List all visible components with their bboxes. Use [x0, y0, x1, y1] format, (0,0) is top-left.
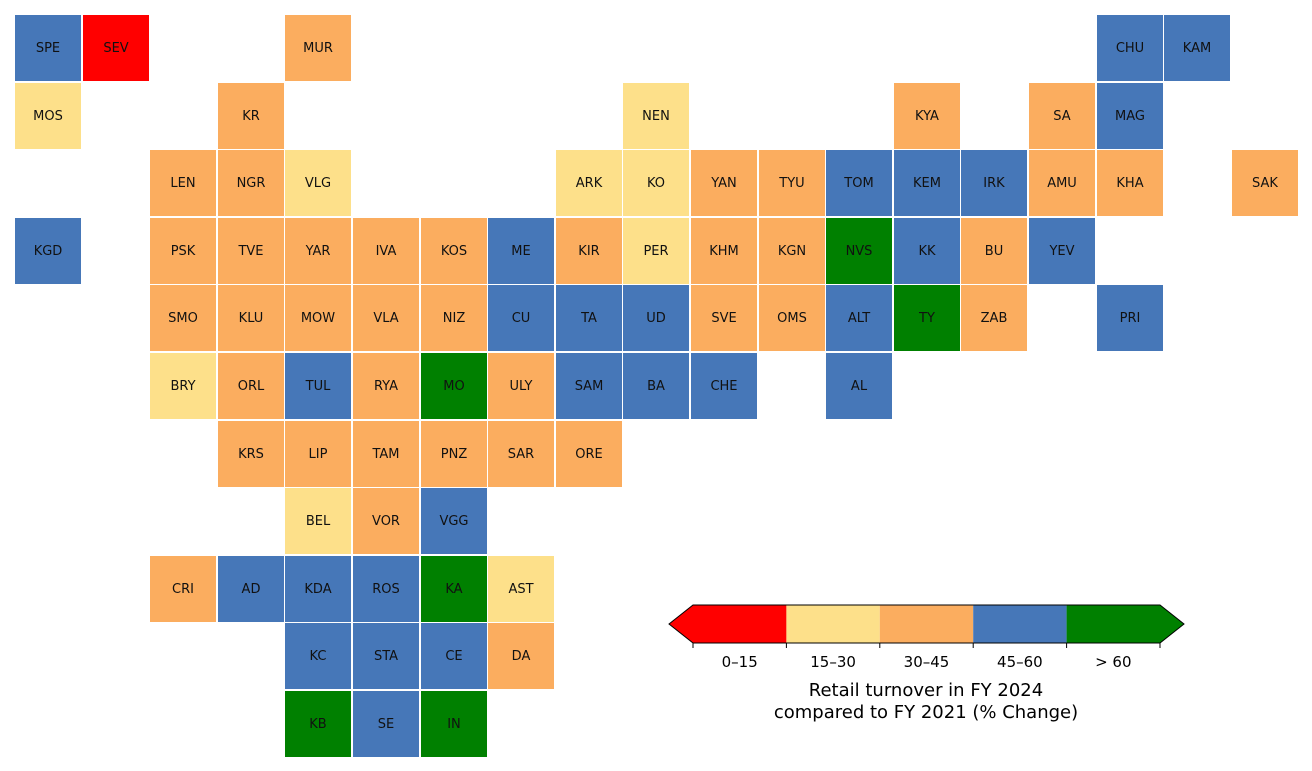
region-tile-chu: CHU — [1096, 14, 1164, 82]
region-tile-in: IN — [420, 690, 488, 758]
region-tile-kgn: KGN — [758, 217, 826, 285]
region-tile-bry: BRY — [149, 352, 217, 420]
region-tile-ta: TA — [555, 284, 623, 352]
region-tile-tyu: TYU — [758, 149, 826, 217]
region-tile-tve: TVE — [217, 217, 285, 285]
region-tile-ty: TY — [893, 284, 961, 352]
region-tile-ba: BA — [622, 352, 690, 420]
region-tile-len: LEN — [149, 149, 217, 217]
region-tile-kam: KAM — [1163, 14, 1231, 82]
region-tile-ud: UD — [622, 284, 690, 352]
region-tile-nen: NEN — [622, 82, 690, 150]
region-tile-niz: NIZ — [420, 284, 488, 352]
region-tile-bel: BEL — [284, 487, 352, 555]
region-tile-sve: SVE — [690, 284, 758, 352]
region-tile-sa: SA — [1028, 82, 1096, 150]
region-tile-irk: IRK — [960, 149, 1028, 217]
region-tile-sar: SAR — [487, 420, 555, 488]
region-tile-tul: TUL — [284, 352, 352, 420]
region-tile-kos: KOS — [420, 217, 488, 285]
region-tile-ast: AST — [487, 555, 555, 623]
region-tile-ore: ORE — [555, 420, 623, 488]
region-tile-cu: CU — [487, 284, 555, 352]
region-tile-kda: KDA — [284, 555, 352, 623]
region-tile-mag: MAG — [1096, 82, 1164, 150]
region-tile-kr: KR — [217, 82, 285, 150]
region-tile-al: AL — [825, 352, 893, 420]
region-tile-pri: PRI — [1096, 284, 1164, 352]
region-tile-yev: YEV — [1028, 217, 1096, 285]
legend-title-line-2: compared to FY 2021 (% Change) — [773, 702, 1079, 723]
region-tile-pnz: PNZ — [420, 420, 488, 488]
region-tile-da: DA — [487, 622, 555, 690]
region-tile-kha: KHA — [1096, 149, 1164, 217]
region-tile-mos: MOS — [14, 82, 82, 150]
region-tile-kc: KC — [284, 622, 352, 690]
region-tile-oms: OMS — [758, 284, 826, 352]
region-tile-sta: STA — [352, 622, 420, 690]
region-tile-kem: KEM — [893, 149, 961, 217]
region-tile-cri: CRI — [149, 555, 217, 623]
region-tile-kk: KK — [893, 217, 961, 285]
region-tile-sak: SAK — [1231, 149, 1299, 217]
region-tile-orl: ORL — [217, 352, 285, 420]
region-tile-yar: YAR — [284, 217, 352, 285]
region-tile-uly: ULY — [487, 352, 555, 420]
region-tile-se: SE — [352, 690, 420, 758]
region-tile-vlg: VLG — [284, 149, 352, 217]
region-tile-vgg: VGG — [420, 487, 488, 555]
region-tile-yan: YAN — [690, 149, 758, 217]
region-tile-vla: VLA — [352, 284, 420, 352]
region-tile-khm: KHM — [690, 217, 758, 285]
region-tile-spe: SPE — [14, 14, 82, 82]
region-tile-amu: AMU — [1028, 149, 1096, 217]
region-tile-vor: VOR — [352, 487, 420, 555]
region-tile-sam: SAM — [555, 352, 623, 420]
region-tile-sev: SEV — [82, 14, 150, 82]
region-tile-tam: TAM — [352, 420, 420, 488]
region-tile-kgd: KGD — [14, 217, 82, 285]
region-tile-klu: KLU — [217, 284, 285, 352]
region-tile-per: PER — [622, 217, 690, 285]
region-tile-alt: ALT — [825, 284, 893, 352]
region-tile-smo: SMO — [149, 284, 217, 352]
region-tile-krs: KRS — [217, 420, 285, 488]
region-tile-ka: KA — [420, 555, 488, 623]
region-tile-kya: KYA — [893, 82, 961, 150]
region-tile-che: CHE — [690, 352, 758, 420]
region-tile-ad: AD — [217, 555, 285, 623]
region-tile-ngr: NGR — [217, 149, 285, 217]
region-tile-mo: MO — [420, 352, 488, 420]
region-tile-ros: ROS — [352, 555, 420, 623]
region-tile-psk: PSK — [149, 217, 217, 285]
region-tile-ko: KO — [622, 149, 690, 217]
region-tile-ce: CE — [420, 622, 488, 690]
region-tile-nvs: NVS — [825, 217, 893, 285]
region-tile-mur: MUR — [284, 14, 352, 82]
region-tile-zab: ZAB — [960, 284, 1028, 352]
region-tile-lip: LIP — [284, 420, 352, 488]
region-tile-iva: IVA — [352, 217, 420, 285]
region-tile-rya: RYA — [352, 352, 420, 420]
legend-title-line-1: Retail turnover in FY 2024 — [808, 680, 1044, 701]
region-tile-mow: MOW — [284, 284, 352, 352]
region-tile-bu: BU — [960, 217, 1028, 285]
region-tile-kir: KIR — [555, 217, 623, 285]
region-tile-kb: KB — [284, 690, 352, 758]
region-tile-me: ME — [487, 217, 555, 285]
region-tile-tom: TOM — [825, 149, 893, 217]
region-tile-ark: ARK — [555, 149, 623, 217]
